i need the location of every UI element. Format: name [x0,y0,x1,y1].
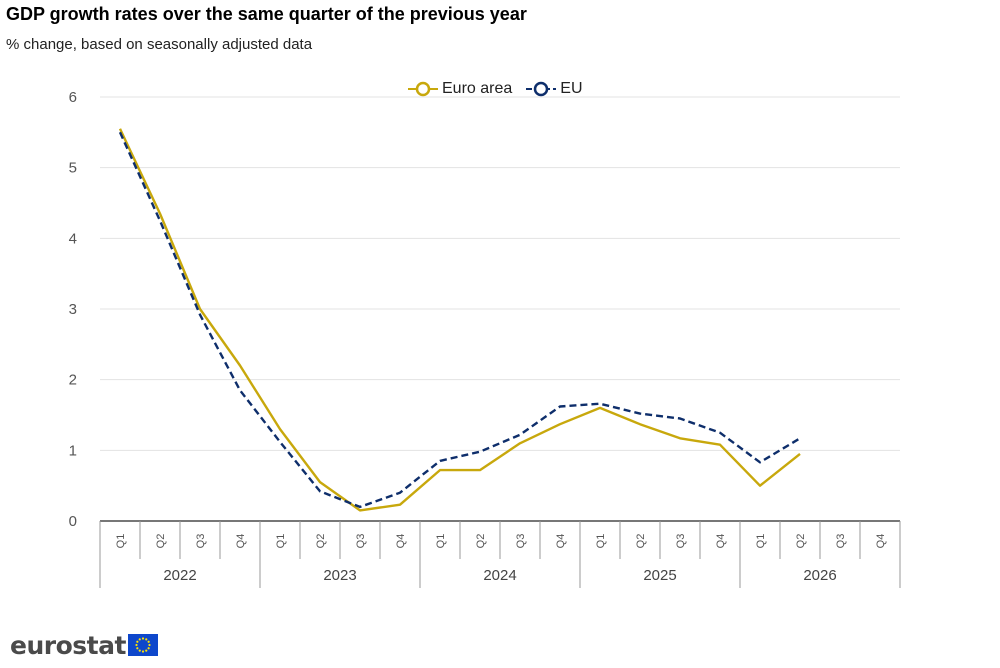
legend-label-euro-area: Euro area [442,80,513,97]
x-tick-label-q4: Q4 [555,534,567,549]
x-tick-label-q2: Q2 [635,534,647,549]
flag-star [145,649,148,652]
y-tick-label-2: 2 [69,372,77,389]
flag-star [145,638,148,641]
x-tick-label-q1: Q1 [115,534,127,549]
flag-star [141,650,145,653]
chart-legend: Euro area EU [408,79,583,99]
x-tick-label-q4: Q4 [715,534,727,549]
eu-flag-icon [127,634,158,656]
legend-line-euro-area [408,81,438,97]
legend-item-euro-area[interactable]: Euro area [408,80,512,98]
year-label-2025: 2025 [643,567,676,584]
legend-marker-euro-area [415,81,431,97]
y-tick-label-6: 6 [69,89,77,106]
year-label-2024: 2024 [483,567,516,584]
x-tick-label-q3: Q3 [355,534,367,549]
series-line-euro-area [118,128,801,512]
flag-star [136,647,139,650]
chart-subtitle: % change, based on seasonally adjusted d… [6,36,313,53]
x-tick-label-q3: Q3 [195,534,207,549]
x-tick-label-q4: Q4 [875,534,887,549]
y-tick-label-4: 4 [69,230,77,247]
eurostat-logo: eurostat [10,630,158,660]
y-tick-label-5: 5 [69,160,77,177]
x-tick-label-q2: Q2 [475,534,487,549]
x-tick-label-q2: Q2 [315,534,327,549]
y-tick-label-0: 0 [69,513,77,530]
x-tick-label-q1: Q1 [275,534,287,549]
x-tick-label-q1: Q1 [435,534,447,549]
year-label-2023: 2023 [323,567,356,584]
x-tick-label-q1: Q1 [755,534,767,549]
x-tick-label-q3: Q3 [515,534,527,549]
flag-star [138,649,141,652]
x-tick-label-q2: Q2 [795,534,807,549]
x-tick-label-q2: Q2 [155,534,167,549]
flag-star [141,637,145,640]
legend-label-eu: EU [560,80,583,97]
flag-star [136,640,139,643]
x-tick-label-q4: Q4 [235,534,247,549]
series-line-eu [118,131,801,509]
legend-marker-eu [534,81,549,97]
chart-title: GDP growth rates over the same quarter o… [6,4,527,24]
x-tick-label-q3: Q3 [675,534,687,549]
flag-star [148,643,151,647]
legend-item-eu[interactable]: EU [526,80,583,98]
line-chart: 0 1 2 3 4 5 6 Q1 Q2 Q3 Q4 Q1 Q2 Q3 Q4 Q1 Q2 Q3 Q4 Q1 Q2 Q3 Q4 Q… [69,89,901,588]
y-tick-label-1: 1 [69,442,77,459]
flag-star [147,647,150,650]
year-label-2022: 2022 [163,567,196,584]
flag-star [138,638,141,641]
year-label-2026: 2026 [803,567,836,584]
legend-line-eu [526,81,557,97]
x-tick-label-q4: Q4 [395,534,407,549]
flag-star [135,643,138,647]
y-tick-label-3: 3 [69,301,77,318]
flag-star [147,640,150,643]
x-tick-label-q1: Q1 [595,534,607,549]
x-tick-label-q3: Q3 [835,534,847,549]
eurostat-logo-text: eurostat [10,630,126,660]
